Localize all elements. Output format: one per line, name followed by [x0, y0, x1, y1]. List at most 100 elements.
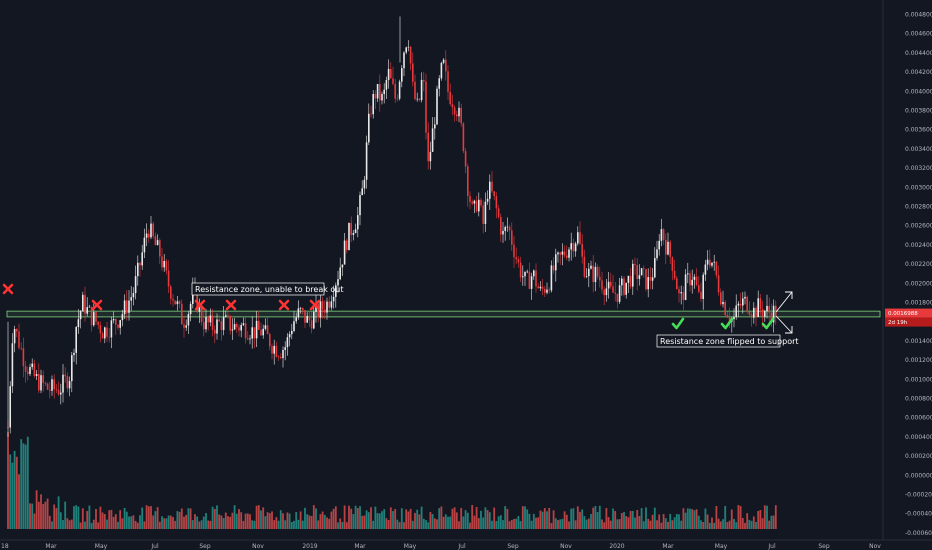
volume-bar — [563, 511, 566, 529]
candle-body — [337, 279, 339, 286]
volume-bar — [235, 513, 238, 529]
volume-bar — [673, 517, 676, 529]
candle-body — [165, 261, 168, 271]
volume-bar — [86, 511, 89, 529]
candle-body — [748, 311, 751, 315]
candle-body — [757, 298, 759, 317]
volume-bar — [222, 518, 225, 529]
candle-body — [539, 286, 542, 289]
candle-body — [464, 151, 467, 167]
volume-bar — [301, 520, 304, 529]
candle-body — [220, 321, 223, 331]
candle-body — [310, 320, 313, 329]
candle-body — [407, 46, 410, 48]
volume-bar — [660, 522, 663, 529]
volume-bar — [35, 490, 38, 529]
y-tick-label: 0.0048000 — [905, 12, 932, 19]
volume-bar — [607, 517, 610, 529]
candle-body — [462, 123, 465, 152]
volume-bar — [101, 512, 104, 529]
volume-bar — [312, 505, 315, 529]
candle-body — [18, 331, 20, 348]
candle-body — [414, 81, 416, 99]
volume-bar — [178, 511, 181, 529]
candle-body — [341, 264, 344, 268]
volume-bar — [37, 501, 40, 529]
volume-bar — [590, 513, 592, 529]
candle-body — [64, 374, 66, 377]
candle-body — [335, 285, 337, 297]
candle-body — [737, 303, 740, 306]
candle-body — [436, 88, 438, 125]
candle-body — [726, 315, 729, 318]
candle-body — [711, 262, 713, 266]
candle-body — [453, 107, 456, 115]
candle-body — [640, 268, 643, 276]
volume-bar — [154, 511, 157, 529]
candle-body — [216, 319, 218, 334]
candle-body — [601, 280, 603, 290]
candle-body — [121, 314, 124, 321]
candle-body — [456, 114, 458, 117]
rejection-x-mark — [309, 299, 321, 311]
candle-body — [44, 382, 47, 384]
x-tick-label: May — [715, 543, 728, 550]
candle-body — [709, 259, 711, 266]
volume-bar — [354, 505, 357, 529]
candle-body — [467, 166, 469, 196]
volume-bar — [176, 511, 179, 529]
volume-bar — [462, 516, 465, 529]
volume-bar — [603, 522, 606, 529]
volume-bar — [310, 516, 313, 529]
annotation-label-text: Resistance zone flipped to support — [660, 337, 799, 346]
candle-body — [231, 329, 234, 331]
volume-bar — [257, 505, 260, 529]
candle-body — [297, 308, 300, 318]
x-tick-label: 2019 — [302, 543, 317, 550]
x-tick-label: May — [404, 543, 417, 550]
volume-bar — [266, 512, 269, 529]
volume-bar — [546, 511, 548, 529]
volume-bar — [484, 507, 487, 529]
candle-body — [660, 229, 663, 241]
candle-body — [555, 254, 557, 271]
volume-bar — [772, 515, 775, 529]
candle-body — [269, 334, 271, 347]
volume-bar — [587, 518, 590, 529]
candle-body — [185, 325, 187, 328]
volume-bar — [218, 514, 221, 529]
time-axis[interactable]: 18 Mar May Jul Sep Nov 2019 Mar May Jul Sep Nov 2020… — [1, 543, 881, 550]
volume-bar — [570, 508, 573, 529]
candle-body — [53, 379, 55, 389]
candle-body — [97, 321, 99, 325]
candle-body — [508, 226, 511, 231]
volume-bar — [367, 512, 370, 529]
volume-bar — [741, 517, 744, 529]
volume-bar — [273, 520, 276, 529]
candle-body — [365, 142, 368, 180]
candle-body — [128, 300, 130, 313]
candle-body — [16, 329, 18, 332]
candle-body — [132, 293, 135, 298]
candle-body — [174, 300, 176, 305]
candle-body — [115, 319, 117, 325]
candle-body — [390, 68, 392, 79]
volume-bar — [409, 508, 412, 529]
candle-body — [742, 298, 744, 306]
rejection-x-mark — [194, 299, 206, 311]
candle-body — [506, 226, 509, 228]
candle-body — [167, 270, 170, 287]
volume-bar — [191, 520, 194, 529]
candle-body — [249, 338, 251, 340]
candle-body — [409, 46, 412, 64]
volume-bar — [158, 521, 161, 529]
volume-bar — [198, 521, 201, 529]
volume-bar — [328, 518, 331, 529]
volume-bar — [473, 515, 476, 529]
candle-body — [183, 324, 185, 328]
candle-body — [222, 316, 225, 331]
volume-bar — [134, 520, 137, 529]
